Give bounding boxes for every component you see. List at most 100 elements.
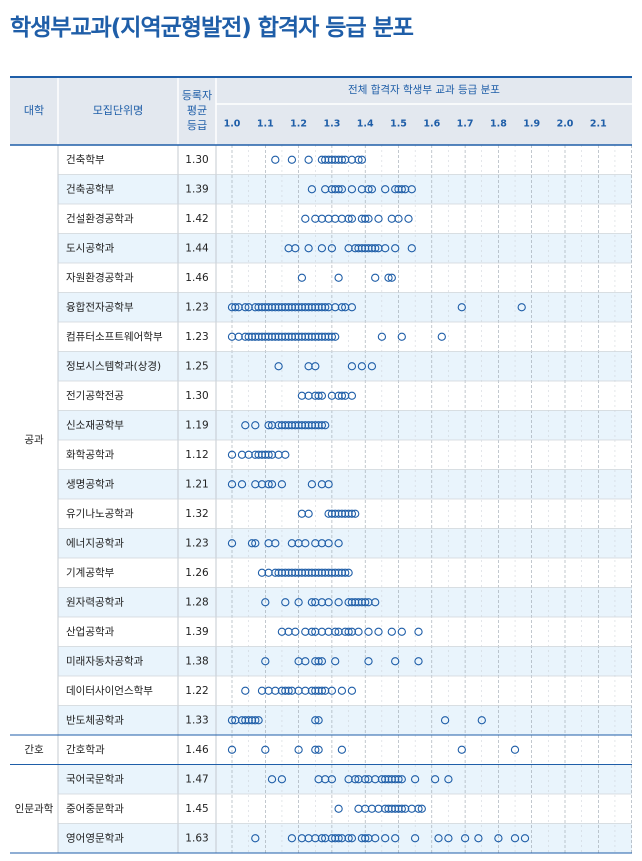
grade-point: [414, 804, 423, 813]
department-name: 자원환경공학과: [66, 271, 134, 284]
grade-point: [407, 185, 416, 194]
grade-point: [321, 303, 330, 312]
average-grade: 1.23: [185, 331, 208, 343]
grade-point: [324, 303, 333, 312]
grade-point: [321, 421, 330, 430]
grade-point: [387, 627, 396, 636]
grade-point: [227, 539, 237, 548]
grade-point: [391, 657, 400, 666]
x-tick-label: 1.0: [224, 119, 241, 130]
grade-point: [241, 421, 250, 430]
x-tick-label: 2.1: [590, 119, 607, 130]
grade-point: [331, 332, 340, 341]
grade-point: [364, 657, 373, 666]
x-tick-label: 1.3: [323, 119, 340, 130]
x-tick-label: 1.2: [290, 119, 307, 130]
grade-point: [407, 244, 416, 253]
grade-point: [357, 244, 367, 253]
grade-point: [384, 273, 393, 282]
grade-point: [254, 716, 263, 725]
grade-point: [337, 391, 347, 400]
grade-point: [227, 480, 237, 489]
department-name: 정보시스템학과(상경): [66, 359, 161, 372]
grade-point: [314, 686, 323, 695]
grade-point: [357, 155, 367, 164]
grade-point: [401, 804, 410, 813]
grade-point: [314, 391, 323, 400]
grade-point: [397, 804, 406, 813]
grade-point: [277, 480, 287, 489]
grade-point: [311, 657, 320, 666]
average-grade: 1.63: [185, 832, 208, 844]
grade-point: [251, 716, 260, 725]
grade-point: [267, 421, 277, 430]
department-name: 신소재공학부: [66, 419, 124, 431]
grade-point: [301, 214, 310, 223]
grade-point: [311, 627, 320, 636]
grade-point: [271, 568, 280, 577]
grade-point: [244, 716, 253, 725]
average-grade: 1.46: [185, 272, 209, 284]
header-college: 대학: [24, 104, 44, 117]
department-name: 영어영문학과: [66, 832, 124, 844]
average-grade: 1.28: [185, 596, 208, 608]
grade-point: [397, 185, 406, 194]
grade-point: [227, 745, 237, 754]
grade-point: [430, 775, 440, 784]
row-stripe: [58, 469, 632, 499]
grade-point: [357, 362, 367, 371]
department-name: 융합전자공학부: [66, 301, 134, 313]
header-average: 평균: [187, 104, 207, 117]
department-name: 에너지공학과: [66, 537, 124, 549]
grade-point: [304, 391, 313, 400]
department-name: 전기공학전공: [66, 390, 124, 402]
grade-point: [371, 834, 380, 843]
department-name: 도시공학과: [66, 242, 115, 254]
x-tick-label: 1.8: [490, 119, 507, 130]
page-title: 학생부교과(지역균형발전) 합격자 등급 분포: [10, 15, 414, 41]
average-grade: 1.21: [185, 478, 208, 490]
average-grade: 1.19: [185, 419, 208, 431]
department-name: 건설환경공학과: [66, 212, 134, 225]
grade-point: [361, 214, 370, 223]
grade-point: [361, 775, 370, 784]
grade-point: [307, 598, 317, 607]
grade-point: [227, 716, 237, 725]
grade-point: [311, 421, 320, 430]
grade-point: [317, 391, 327, 400]
grade-point: [287, 155, 297, 164]
grade-point: [414, 627, 423, 636]
grade-point: [314, 657, 323, 666]
grade-point: [291, 332, 300, 341]
grade-point: [334, 627, 343, 636]
grade-point: [261, 657, 270, 666]
grade-point: [341, 568, 350, 577]
grade-point: [347, 303, 357, 312]
grade-point: [347, 509, 357, 518]
grade-point: [311, 834, 320, 843]
grade-point: [304, 509, 313, 518]
grade-point: [444, 834, 453, 843]
x-tick-label: 2.0: [557, 119, 574, 130]
grade-point: [301, 627, 310, 636]
department-name: 미래자동차공학과: [66, 655, 144, 667]
grade-point: [291, 421, 300, 430]
grade-point: [241, 303, 250, 312]
header-distribution: 전체 합격자 학생부 교과 등급 분포: [348, 83, 500, 96]
row-stripe: [58, 705, 632, 735]
grade-point: [287, 834, 297, 843]
grade-point: [257, 686, 267, 695]
grade-point: [297, 509, 307, 518]
grade-point: [327, 332, 337, 341]
grade-point: [317, 657, 327, 666]
department-name: 유기나노공학과: [66, 508, 134, 520]
grade-point: [494, 834, 503, 843]
grade-point: [377, 775, 387, 784]
grade-point: [520, 834, 530, 843]
grade-point: [311, 362, 320, 371]
header-department: 모집단위명: [93, 104, 144, 117]
average-grade: 1.38: [185, 655, 208, 667]
department-name: 원자력공학과: [66, 596, 124, 608]
header-average: 등록자: [182, 89, 212, 102]
